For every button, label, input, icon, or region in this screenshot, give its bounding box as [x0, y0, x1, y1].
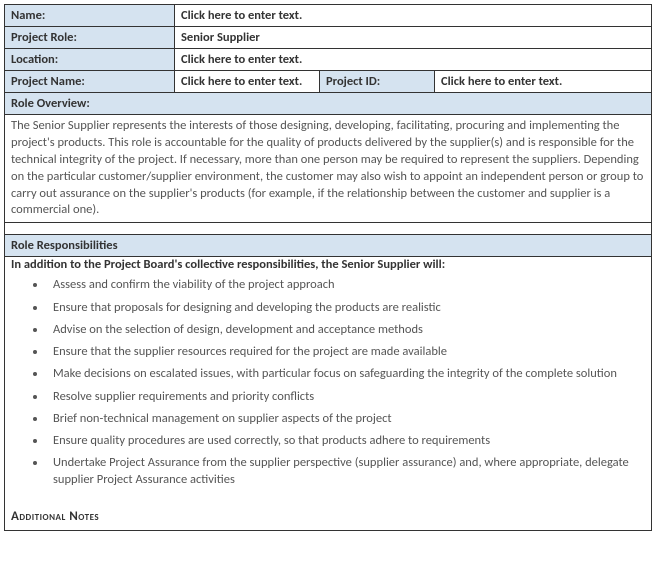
responsibilities-list: Assess and confirm the viability of the … [5, 274, 651, 491]
name-value[interactable]: Click here to enter text. [175, 5, 652, 27]
row-responsibilities-header: Role Responsibilities [5, 235, 652, 257]
additional-notes-heading: Additional Notes [5, 491, 651, 530]
row-location: Location: Click here to enter text. [5, 49, 652, 71]
project-id-label: Project ID: [320, 71, 435, 93]
list-item: Resolve supplier requirements and priori… [47, 386, 651, 408]
project-name-value[interactable]: Click here to enter text. [175, 71, 320, 93]
location-label: Location: [5, 49, 175, 71]
project-role-value[interactable]: Senior Supplier [175, 27, 652, 49]
row-role-overview-header: Role Overview: [5, 93, 652, 115]
responsibilities-body: In addition to the Project Board's colle… [4, 257, 652, 531]
role-overview-body: The Senior Supplier represents the inter… [5, 115, 652, 223]
project-id-value[interactable]: Click here to enter text. [435, 71, 652, 93]
list-item: Make decisions on escalated issues, with… [47, 363, 651, 385]
row-name: Name: Click here to enter text. [5, 5, 652, 27]
location-value[interactable]: Click here to enter text. [175, 49, 652, 71]
project-role-label: Project Role: [5, 27, 175, 49]
list-item: Advise on the selection of design, devel… [47, 319, 651, 341]
list-item: Ensure that the supplier resources requi… [47, 341, 651, 363]
list-item: Undertake Project Assurance from the sup… [47, 452, 651, 491]
row-role-overview-body: The Senior Supplier represents the inter… [5, 115, 652, 223]
list-item: Ensure quality procedures are used corre… [47, 430, 651, 452]
project-name-label: Project Name: [5, 71, 175, 93]
list-item: Assess and confirm the viability of the … [47, 274, 651, 296]
spacer [5, 223, 652, 235]
list-item: Brief non-technical management on suppli… [47, 408, 651, 430]
header-fields-table: Name: Click here to enter text. Project … [4, 4, 652, 257]
name-label: Name: [5, 5, 175, 27]
role-overview-header: Role Overview: [5, 93, 652, 115]
list-item: Ensure that proposals for designing and … [47, 297, 651, 319]
responsibilities-intro: In addition to the Project Board's colle… [5, 257, 651, 274]
row-project-name-id: Project Name: Click here to enter text. … [5, 71, 652, 93]
responsibilities-header: Role Responsibilities [5, 235, 652, 257]
row-project-role: Project Role: Senior Supplier [5, 27, 652, 49]
